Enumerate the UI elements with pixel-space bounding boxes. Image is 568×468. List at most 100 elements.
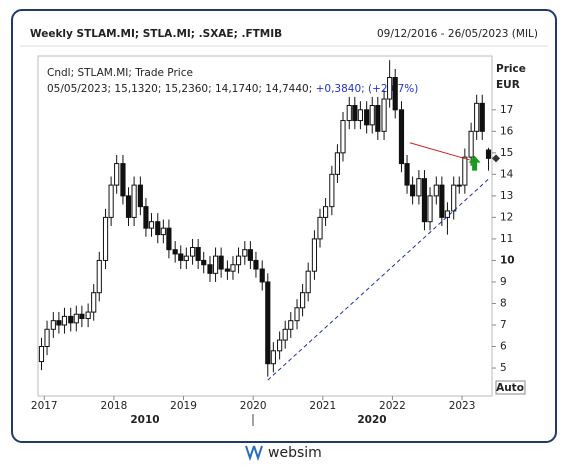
y-tick-label: 12	[500, 211, 513, 223]
candle-body	[398, 109, 405, 165]
candle-body	[230, 264, 236, 272]
plot-area	[37, 55, 493, 397]
candle-body	[474, 102, 480, 132]
candle-body	[73, 313, 79, 324]
candle-body	[125, 195, 132, 218]
candle-body	[108, 184, 114, 218]
legend-change: +0,3840; (+2,67%)	[316, 83, 419, 95]
candle-body	[166, 227, 172, 251]
candle-body	[143, 206, 149, 229]
scale-mode[interactable]: Auto	[496, 382, 524, 394]
x-tick-label: 2022	[379, 400, 406, 412]
candle-body	[155, 221, 161, 236]
candle-body	[247, 249, 253, 261]
candle-body	[305, 270, 311, 294]
candle-body	[317, 216, 323, 240]
frame	[11, 9, 557, 443]
y-tick-label: 8	[500, 297, 507, 309]
candle-body	[131, 184, 137, 218]
candle-body	[114, 163, 120, 186]
brand-logo	[245, 445, 263, 462]
y-title: EUR	[496, 79, 520, 91]
candle-body	[265, 281, 271, 365]
candle-body	[322, 206, 329, 218]
candle-body	[235, 255, 242, 266]
y-tick-label: 11	[500, 233, 513, 245]
trendline	[409, 142, 470, 161]
trendline	[267, 177, 491, 381]
candle-body	[50, 320, 56, 330]
candle-body	[416, 178, 422, 197]
x-tick-label: 2018	[101, 400, 128, 412]
candle-body	[91, 292, 97, 313]
candle-body	[288, 320, 294, 330]
candle-body	[270, 350, 276, 365]
scale-button[interactable]	[495, 380, 526, 395]
candle-body	[334, 152, 341, 175]
candle-body	[195, 247, 201, 261]
date-range: 09/12/2016 - 26/05/2023 (MIL)	[377, 28, 538, 40]
y-tick-label: 10	[500, 254, 515, 266]
candle-body	[38, 346, 45, 363]
candle-body	[282, 328, 288, 341]
candle-body	[468, 130, 474, 158]
candle-body	[85, 311, 91, 320]
candle-body	[340, 120, 346, 154]
brand: websim	[268, 445, 322, 461]
candle-body	[178, 253, 184, 261]
y-tick-label: 17	[500, 104, 513, 116]
candle-body	[253, 259, 259, 270]
y-tick-label: 7	[500, 319, 507, 331]
candle-body	[218, 255, 224, 270]
candle-body	[120, 163, 126, 197]
candle-body	[160, 227, 166, 236]
candle-body	[224, 268, 230, 272]
candle-body	[172, 249, 178, 255]
candle-body	[294, 307, 300, 322]
x-tick-label: 2023	[449, 400, 476, 412]
y-tick-label: 14	[500, 168, 514, 180]
y-tick-label: 15	[500, 147, 513, 159]
candle-body	[68, 315, 74, 324]
candle-body	[201, 259, 207, 266]
candle-body	[102, 216, 109, 261]
candle-body	[433, 184, 439, 197]
chart-title: Weekly STLAM.MI; STLA.MI; .SXAE; .FTMIB	[30, 28, 282, 40]
y-tick-label: 6	[500, 341, 507, 353]
candle-body	[387, 77, 393, 100]
candle-body	[207, 264, 213, 274]
candle-body	[56, 320, 62, 326]
candle-body	[212, 255, 219, 274]
candle-body	[375, 104, 381, 132]
candle-body	[404, 163, 410, 186]
candle-body	[439, 184, 445, 218]
x-tick-label: 2020	[240, 400, 267, 412]
candle-body	[79, 313, 85, 320]
candle-body	[61, 315, 68, 326]
x-tick-label: 2021	[309, 400, 336, 412]
candle-body	[346, 104, 352, 122]
candle-body	[364, 109, 370, 126]
candle-body	[329, 173, 335, 208]
y-tick-label: 5	[500, 362, 507, 374]
y-tick-label: 9	[500, 276, 507, 288]
candle-body	[451, 184, 457, 212]
candle-body	[183, 255, 189, 261]
candle-body	[352, 104, 358, 122]
y-tick-label: 13	[500, 190, 513, 202]
candle-body	[148, 221, 155, 229]
candle-body	[369, 104, 375, 126]
candle-body	[242, 249, 248, 257]
candle-body	[410, 184, 416, 197]
era-label: 2020	[357, 414, 386, 426]
candle-body	[479, 102, 485, 132]
legend-line: Cndl; STLAM.MI; Trade Price	[47, 67, 193, 79]
candle-body	[44, 328, 50, 348]
era-label: 2010	[130, 414, 159, 426]
candle-body	[259, 268, 265, 283]
candle-body	[300, 292, 306, 309]
candle-body	[277, 339, 283, 352]
legend-values: 05/05/2023; 15,1320; 15,2360; 14,1740; 1…	[47, 83, 312, 95]
last-price-marker	[492, 154, 500, 163]
